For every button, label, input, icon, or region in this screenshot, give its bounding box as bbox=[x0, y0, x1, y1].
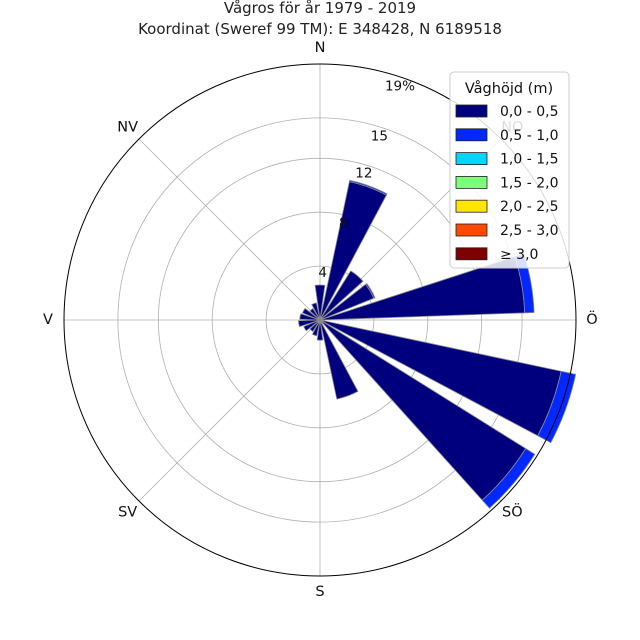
legend-swatch bbox=[455, 247, 488, 261]
rose-bar bbox=[319, 270, 364, 321]
rose-bar bbox=[348, 179, 388, 196]
legend-label: 0,5 - 1,0 bbox=[500, 128, 558, 144]
legend-title: Våghöjd (m) bbox=[465, 80, 553, 97]
legend-label: 1,5 - 2,0 bbox=[500, 175, 558, 191]
direction-label: S bbox=[315, 584, 324, 600]
radial-tick-label: 4 bbox=[318, 265, 327, 281]
rose-bar bbox=[311, 319, 321, 337]
direction-label: Ö bbox=[586, 310, 597, 328]
rose-bar bbox=[309, 308, 321, 321]
grid-spoke bbox=[138, 319, 321, 502]
legend-swatch bbox=[455, 199, 488, 213]
direction-label: N bbox=[315, 40, 326, 56]
legend-entries: 0,0 - 0,5 0,5 - 1,0 1,0 - 1,5 1,5 - 2,0 2,0 … bbox=[455, 104, 558, 263]
legend-label: 2,0 - 2,5 bbox=[500, 199, 558, 215]
legend-label: ≥ 3,0 bbox=[500, 247, 538, 263]
outer-circle bbox=[63, 63, 577, 577]
rose-bar bbox=[311, 302, 321, 321]
radial-tick-label: 8 bbox=[339, 215, 348, 231]
rose-bar bbox=[316, 319, 324, 341]
rose-bar bbox=[365, 282, 376, 299]
polar-frame bbox=[63, 63, 577, 577]
radial-tick-labels: 4 8 12 15 19% bbox=[318, 78, 415, 281]
radial-tick-label: 19% bbox=[385, 78, 415, 94]
legend-swatch bbox=[455, 152, 488, 166]
legend-swatch bbox=[455, 175, 488, 189]
legend-swatch bbox=[455, 223, 488, 237]
legend-box bbox=[449, 71, 570, 269]
rose-bar bbox=[309, 319, 321, 332]
direction-label: V bbox=[43, 312, 53, 328]
polar-grid bbox=[64, 64, 576, 576]
radial-tick-label: 12 bbox=[355, 166, 372, 182]
radial-tick-label: 15 bbox=[371, 128, 388, 144]
legend: Våghöjd (m) 0,0 - 0,5 0,5 - 1,0 1,0 - 1,5 1… bbox=[449, 71, 570, 269]
direction-label: NV bbox=[117, 120, 138, 136]
legend-label: 0,0 - 0,5 bbox=[500, 104, 558, 120]
chart-subtitle: Koordinat (Sweref 99 TM): E 348428, N 61… bbox=[138, 20, 502, 38]
chart-title: Vågros för år 1979 - 2019 bbox=[224, 0, 416, 17]
legend-label: 1,0 - 1,5 bbox=[500, 152, 558, 168]
rose-bar bbox=[303, 319, 321, 332]
rose-bar bbox=[298, 319, 321, 328]
legend-label: 2,5 - 3,0 bbox=[500, 223, 558, 239]
rose-bar bbox=[299, 313, 321, 321]
direction-label: SÖ bbox=[502, 502, 523, 520]
legend-swatch bbox=[455, 104, 488, 118]
direction-label: SV bbox=[118, 504, 137, 520]
rose-bar bbox=[314, 284, 326, 321]
rose-bar bbox=[319, 319, 359, 400]
rose-bar bbox=[301, 307, 321, 321]
grid-spoke bbox=[138, 138, 321, 321]
legend-swatch bbox=[455, 128, 488, 142]
rose-bar bbox=[481, 447, 536, 509]
rose-bars bbox=[298, 179, 577, 509]
